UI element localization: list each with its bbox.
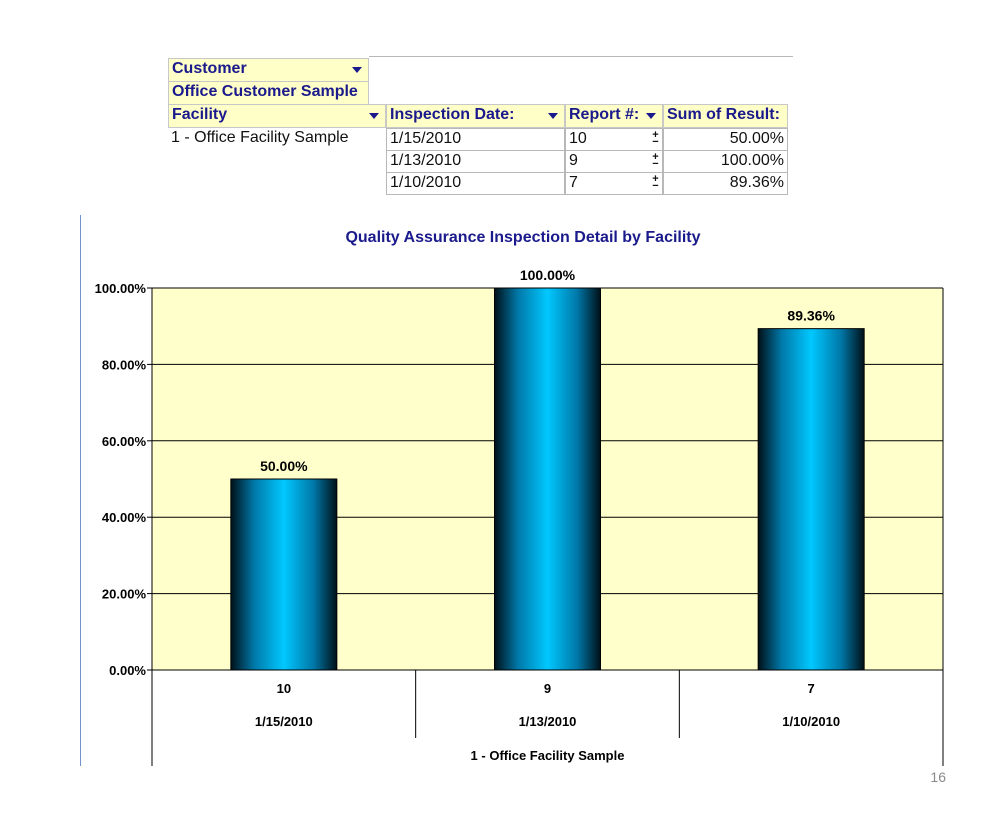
x-date-label: 1/10/2010 bbox=[782, 714, 840, 729]
y-tick-label: 40.00% bbox=[102, 510, 147, 525]
facility-field-label: Facility bbox=[172, 106, 228, 123]
plus-minus-icon[interactable]: + − bbox=[652, 151, 659, 170]
report-number-label: Report #: bbox=[569, 106, 640, 123]
dropdown-arrow-icon[interactable] bbox=[369, 113, 379, 119]
y-tick-label: 80.00% bbox=[102, 357, 147, 372]
facility-field-header[interactable]: Facility bbox=[168, 104, 386, 128]
y-tick-label: 20.00% bbox=[102, 587, 147, 602]
dropdown-arrow-icon[interactable] bbox=[548, 113, 558, 119]
bar bbox=[494, 287, 601, 671]
inspection-date-header[interactable]: Inspection Date: bbox=[386, 104, 565, 128]
pivot-top-border bbox=[369, 56, 793, 57]
pivot-table: Customer Office Customer Sample Facility… bbox=[0, 0, 1008, 210]
report-value: 9 bbox=[569, 152, 578, 169]
customer-field-label: Customer bbox=[172, 60, 247, 77]
x-date-label: 1/15/2010 bbox=[255, 714, 313, 729]
result-cell: 100.00% bbox=[663, 150, 788, 173]
dropdown-arrow-icon[interactable] bbox=[352, 67, 362, 73]
y-tick-label: 0.00% bbox=[109, 663, 146, 678]
report-value: 10 bbox=[569, 130, 587, 147]
bar-data-label: 50.00% bbox=[260, 458, 308, 474]
x-date-label: 1/13/2010 bbox=[519, 714, 577, 729]
plus-minus-icon[interactable]: + − bbox=[652, 173, 659, 192]
y-tick-label: 60.00% bbox=[102, 434, 147, 449]
bar bbox=[230, 478, 338, 671]
inspection-date-label: Inspection Date: bbox=[390, 106, 515, 123]
report-number-header[interactable]: Report #: bbox=[565, 104, 663, 128]
chart-title: Quality Assurance Inspection Detail by F… bbox=[345, 229, 700, 246]
report-value: 7 bbox=[569, 174, 578, 191]
dropdown-arrow-icon[interactable] bbox=[646, 113, 656, 119]
date-cell: 1/10/2010 bbox=[386, 172, 565, 195]
bar-data-label: 100.00% bbox=[520, 267, 576, 283]
facility-row-label: 1 - Office Facility Sample bbox=[168, 128, 386, 150]
customer-field-value: Office Customer Sample bbox=[168, 81, 369, 105]
plus-minus-icon[interactable]: + − bbox=[652, 129, 659, 148]
sum-of-result-header[interactable]: Sum of Result: bbox=[663, 104, 788, 128]
x-category-label: 7 bbox=[808, 681, 815, 696]
page-number: 16 bbox=[930, 769, 946, 785]
y-tick-label: 100.00% bbox=[95, 281, 147, 296]
plot-area: 0.00% 20.00% 40.00% 60.00% 80.00% 100.00% 50.0… bbox=[95, 267, 944, 766]
customer-field-header[interactable]: Customer bbox=[168, 58, 369, 82]
customer-value-label: Office Customer Sample bbox=[172, 83, 358, 100]
result-cell: 89.36% bbox=[663, 172, 788, 195]
slide-left-rule bbox=[80, 215, 81, 766]
bar bbox=[757, 328, 865, 671]
date-cell: 1/15/2010 bbox=[386, 128, 565, 151]
x-category-label: 9 bbox=[544, 681, 551, 696]
report-cell[interactable]: 7 + − bbox=[565, 172, 663, 195]
x-group-label: 1 - Office Facility Sample bbox=[471, 748, 625, 763]
x-category-label: 10 bbox=[277, 681, 291, 696]
sum-of-result-label: Sum of Result: bbox=[667, 106, 780, 123]
facility-value-label: 1 - Office Facility Sample bbox=[171, 129, 349, 146]
bar-data-label: 89.36% bbox=[787, 308, 835, 324]
